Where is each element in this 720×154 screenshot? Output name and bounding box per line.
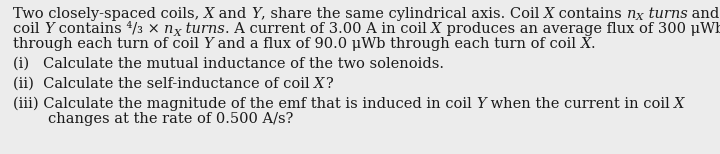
Text: X: X (544, 7, 554, 21)
Text: X: X (636, 14, 644, 22)
Text: Two closely-spaced coils,: Two closely-spaced coils, (13, 7, 204, 21)
Text: turns: turns (181, 22, 225, 36)
Text: (i)   Calculate the mutual inductance of the two solenoids.: (i) Calculate the mutual inductance of t… (13, 57, 444, 71)
Text: n: n (164, 22, 174, 36)
Text: X: X (174, 28, 181, 38)
Text: through each turn of coil: through each turn of coil (13, 37, 204, 51)
Text: changes at the rate of 0.500 A/s?: changes at the rate of 0.500 A/s? (48, 112, 293, 126)
Text: .: . (591, 37, 595, 51)
Text: produces an average flux of 300 μWb: produces an average flux of 300 μWb (441, 22, 720, 36)
Text: coil: coil (13, 22, 44, 36)
Text: X: X (675, 97, 685, 111)
Text: Y: Y (44, 22, 54, 36)
Text: turns: turns (644, 7, 688, 21)
Text: . A current of 3.00 A in coil: . A current of 3.00 A in coil (225, 22, 431, 36)
Text: and: and (688, 7, 719, 21)
Text: (ii)  Calculate the self-inductance of coil: (ii) Calculate the self-inductance of co… (13, 77, 314, 91)
Text: Y: Y (204, 37, 213, 51)
Text: n: n (626, 7, 636, 21)
Text: contains ⁴/₃ ×: contains ⁴/₃ × (54, 22, 164, 36)
Text: X: X (581, 37, 591, 51)
Text: , share the same cylindrical axis. Coil: , share the same cylindrical axis. Coil (261, 7, 544, 21)
Text: Y: Y (477, 97, 486, 111)
Text: X: X (431, 22, 441, 36)
Text: when the current in coil: when the current in coil (486, 97, 675, 111)
Text: ?: ? (325, 77, 333, 91)
Text: (iii) Calculate the magnitude of the emf that is induced in coil: (iii) Calculate the magnitude of the emf… (13, 97, 477, 111)
Text: X: X (204, 7, 215, 21)
Text: and a flux of 90.0 μWb through each turn of coil: and a flux of 90.0 μWb through each turn… (213, 37, 581, 51)
Text: contains: contains (554, 7, 626, 21)
Text: Y: Y (251, 7, 261, 21)
Text: X: X (314, 77, 325, 91)
Text: and: and (215, 7, 251, 21)
